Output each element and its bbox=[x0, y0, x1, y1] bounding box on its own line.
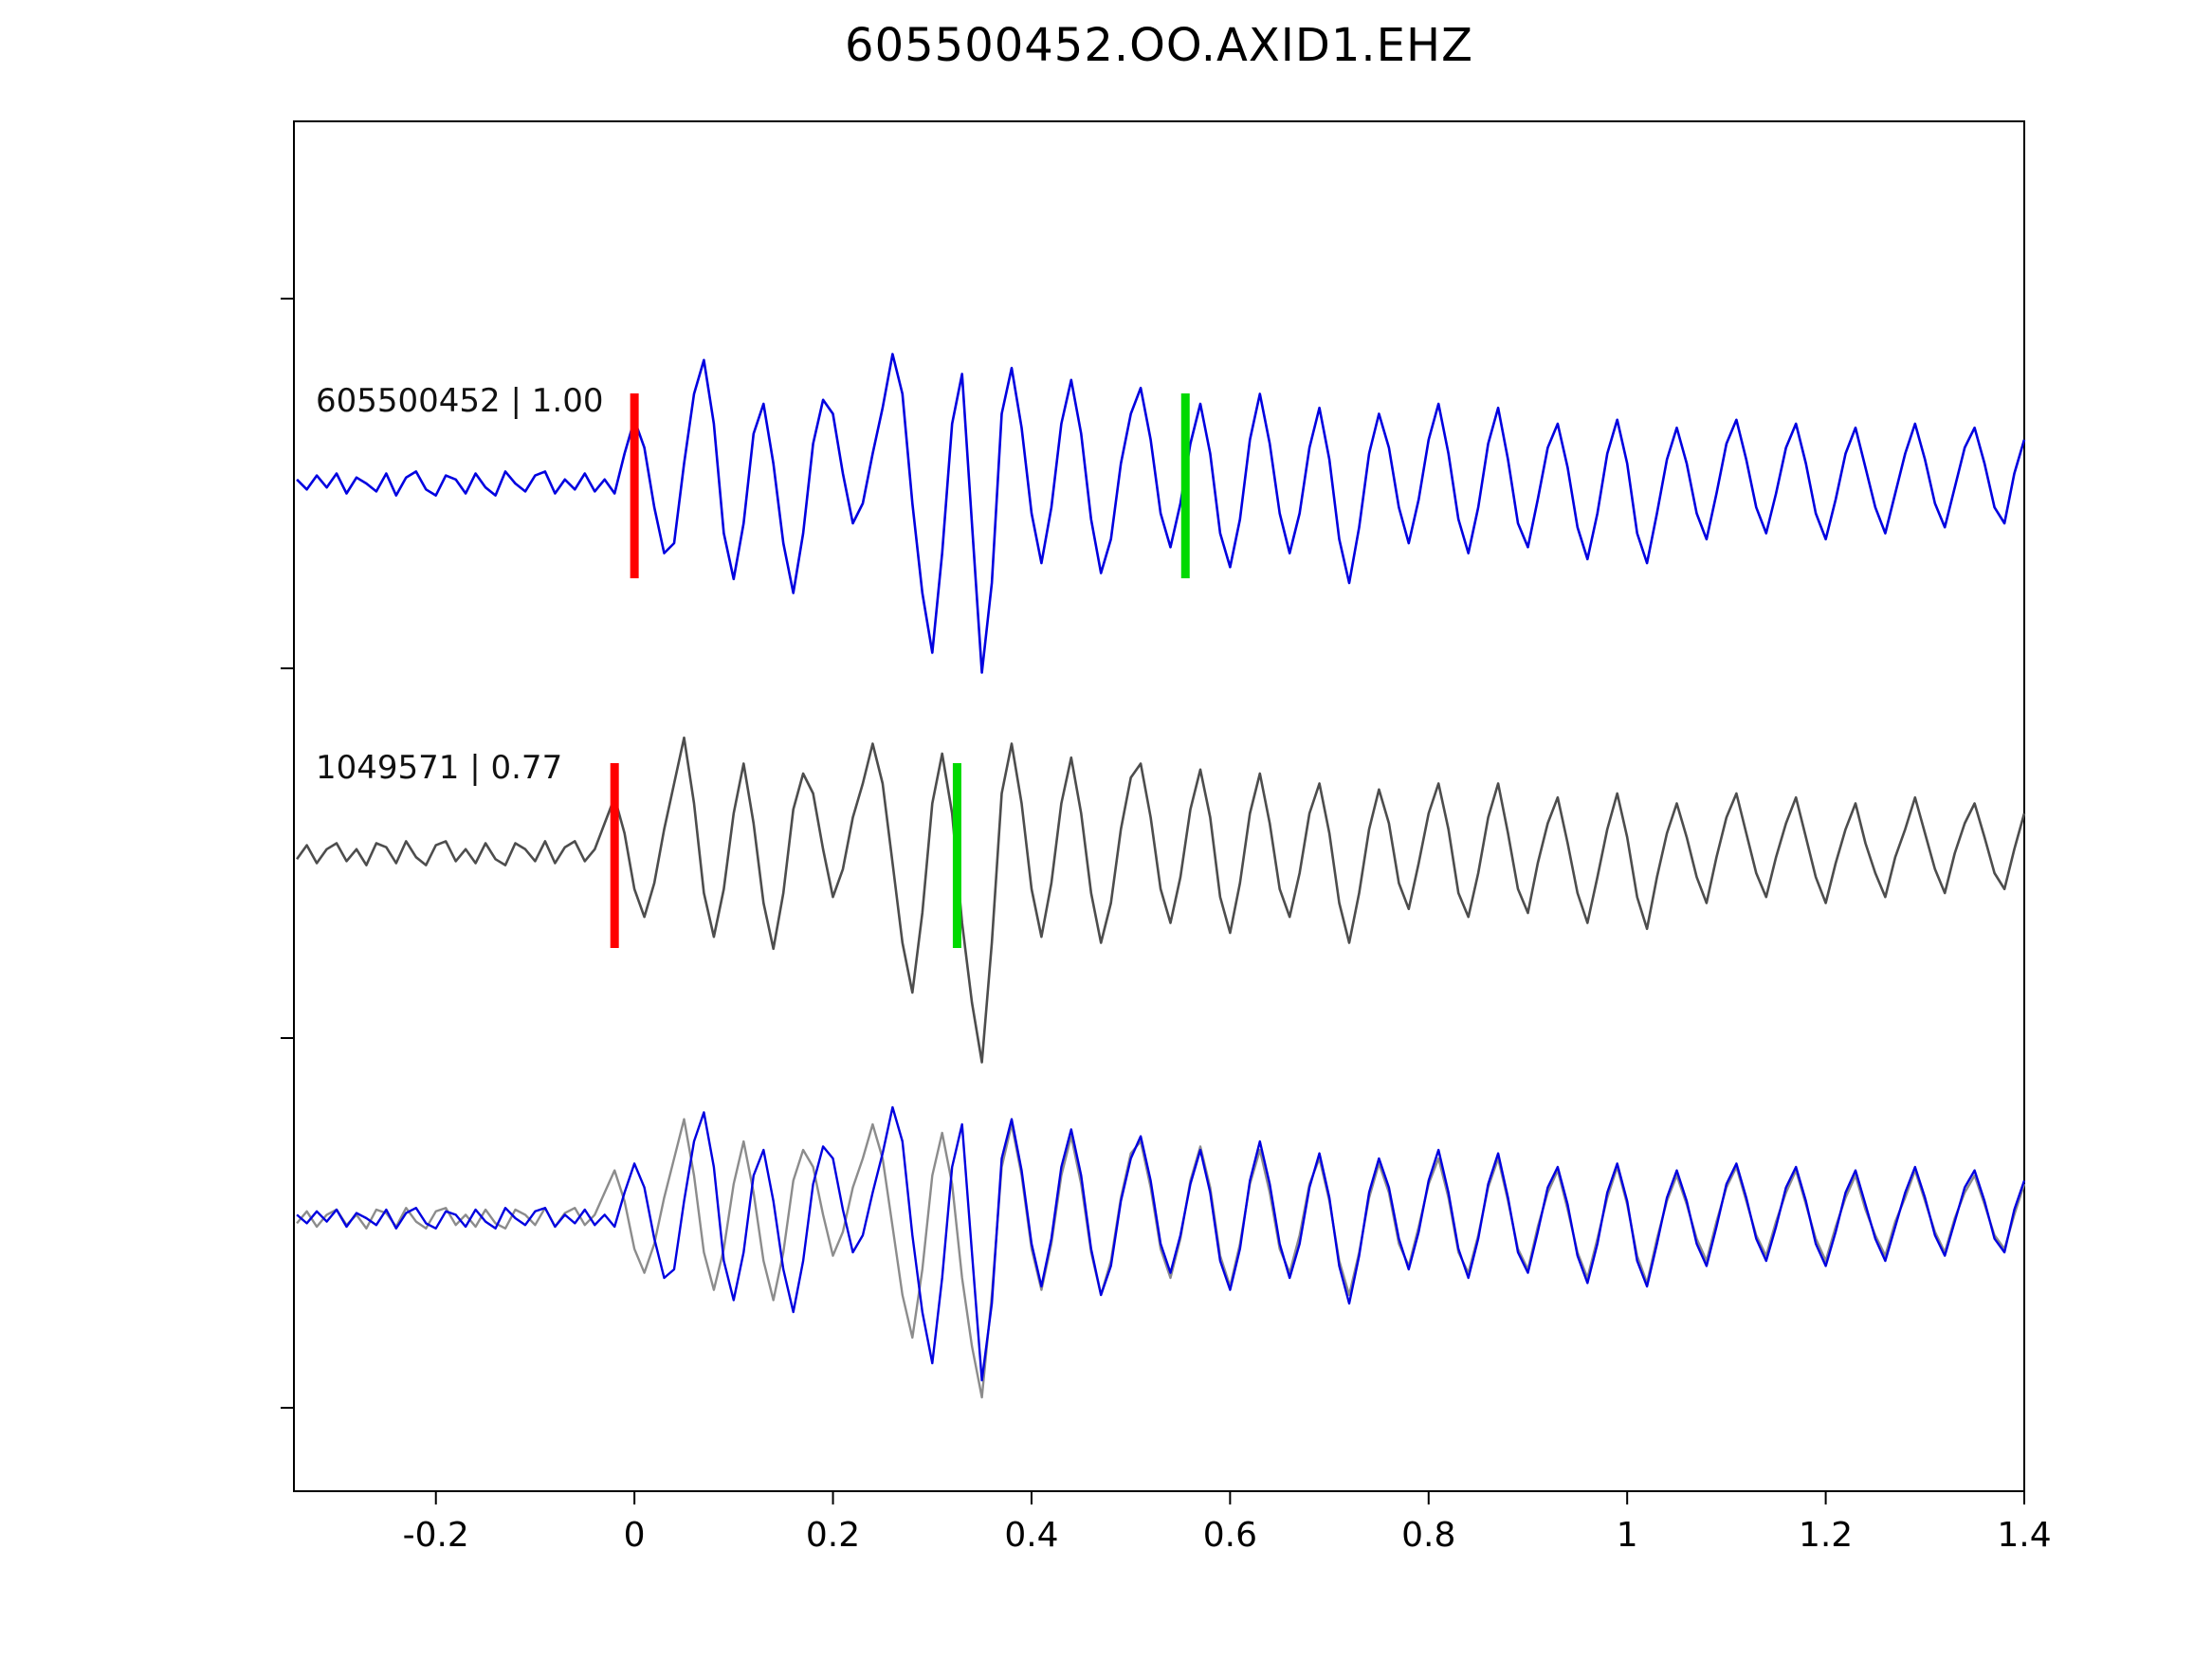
trace-label-template: 605500452 | 1.00 bbox=[316, 382, 604, 420]
trace-label-candidate: 1049571 | 0.77 bbox=[316, 749, 563, 787]
x-tick-label: 0.4 bbox=[1004, 1516, 1058, 1555]
x-tick-label: -0.2 bbox=[403, 1516, 469, 1555]
x-tick-label: 0.8 bbox=[1401, 1516, 1455, 1555]
waveform-candidate-trace-gray bbox=[296, 736, 2026, 1064]
waveform-overlay-trace-blue bbox=[296, 1105, 2026, 1382]
x-tick-label: 1.2 bbox=[1799, 1516, 1853, 1555]
x-tick-label: 0.6 bbox=[1203, 1516, 1257, 1555]
x-tick-label: 1 bbox=[1617, 1516, 1638, 1555]
x-tick-label: 0 bbox=[624, 1516, 646, 1555]
axes-border bbox=[293, 120, 2025, 1492]
chart-title: 605500452.OO.AXID1.EHZ bbox=[845, 19, 1473, 72]
waveform-template-trace-blue bbox=[296, 353, 2026, 674]
x-tick-label: 1.4 bbox=[1997, 1516, 2051, 1555]
x-tick-label: 0.2 bbox=[806, 1516, 860, 1555]
